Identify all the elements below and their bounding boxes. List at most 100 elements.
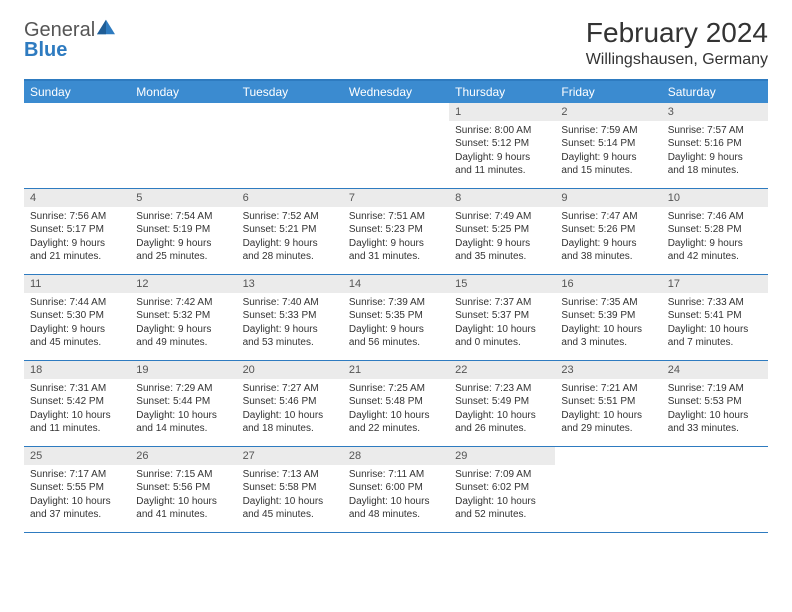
calendar-week: 4Sunrise: 7:56 AMSunset: 5:17 PMDaylight… bbox=[24, 189, 768, 275]
calendar-cell: 22 Sunrise: 7:23 AMSunset: 5:49 PMDayligh… bbox=[449, 361, 555, 447]
sunset-text: Sunset: 5:49 PM bbox=[455, 395, 549, 409]
daylight-text: Daylight: 9 hours and 49 minutes. bbox=[136, 323, 230, 350]
sunset-text: Sunset: 6:02 PM bbox=[455, 481, 549, 495]
daylight-text: Daylight: 10 hours and 18 minutes. bbox=[243, 409, 337, 436]
calendar-cell: 11Sunrise: 7:44 AMSunset: 5:30 PMDayligh… bbox=[24, 275, 130, 361]
daylight-text: Daylight: 10 hours and 29 minutes. bbox=[561, 409, 655, 436]
sunrise-text: Sunrise: 7:19 AM bbox=[668, 382, 762, 396]
day-number: 29 bbox=[449, 447, 555, 465]
day-number: 22 bbox=[449, 361, 555, 379]
day-info: Sunrise: 7:39 AMSunset: 5:35 PMDaylight:… bbox=[343, 296, 449, 350]
daylight-text: Daylight: 10 hours and 22 minutes. bbox=[349, 409, 443, 436]
sunrise-text: Sunrise: 7:51 AM bbox=[349, 210, 443, 224]
day-info: Sunrise: 7:59 AMSunset: 5:14 PMDaylight:… bbox=[555, 124, 661, 178]
daylight-text: Daylight: 10 hours and 3 minutes. bbox=[561, 323, 655, 350]
daylight-text: Daylight: 9 hours and 11 minutes. bbox=[455, 151, 549, 178]
day-number: 24 bbox=[662, 361, 768, 379]
day-number: 14 bbox=[343, 275, 449, 293]
calendar-week: 11Sunrise: 7:44 AMSunset: 5:30 PMDayligh… bbox=[24, 275, 768, 361]
day-info: Sunrise: 7:17 AMSunset: 5:55 PMDaylight:… bbox=[24, 468, 130, 522]
calendar-weekday-header: Sunday Monday Tuesday Wednesday Thursday… bbox=[24, 81, 768, 103]
location: Willingshausen, Germany bbox=[586, 51, 768, 69]
daylight-text: Daylight: 9 hours and 21 minutes. bbox=[30, 237, 124, 264]
calendar-cell: 17Sunrise: 7:33 AMSunset: 5:41 PMDayligh… bbox=[662, 275, 768, 361]
sunset-text: Sunset: 5:41 PM bbox=[668, 309, 762, 323]
calendar-cell: 13Sunrise: 7:40 AMSunset: 5:33 PMDayligh… bbox=[237, 275, 343, 361]
calendar-cell: 26Sunrise: 7:15 AMSunset: 5:56 PMDayligh… bbox=[130, 447, 236, 533]
day-number: 20 bbox=[237, 361, 343, 379]
weekday-label: Saturday bbox=[662, 81, 768, 103]
sunset-text: Sunset: 5:53 PM bbox=[668, 395, 762, 409]
day-number: 28 bbox=[343, 447, 449, 465]
calendar-cell: 29Sunrise: 7:09 AMSunset: 6:02 PMDayligh… bbox=[449, 447, 555, 533]
day-number: 9 bbox=[555, 189, 661, 207]
calendar-cell: 28Sunrise: 7:11 AMSunset: 6:00 PMDayligh… bbox=[343, 447, 449, 533]
sunrise-text: Sunrise: 7:37 AM bbox=[455, 296, 549, 310]
day-info: Sunrise: 7:49 AMSunset: 5:25 PMDaylight:… bbox=[449, 210, 555, 264]
sunset-text: Sunset: 5:30 PM bbox=[30, 309, 124, 323]
sunrise-text: Sunrise: 7:52 AM bbox=[243, 210, 337, 224]
calendar-cell: 6 Sunrise: 7:52 AMSunset: 5:21 PMDaylight… bbox=[237, 189, 343, 275]
calendar-cell: 21Sunrise: 7:25 AMSunset: 5:48 PMDayligh… bbox=[343, 361, 449, 447]
daylight-text: Daylight: 10 hours and 0 minutes. bbox=[455, 323, 549, 350]
calendar-cell: 24Sunrise: 7:19 AMSunset: 5:53 PMDayligh… bbox=[662, 361, 768, 447]
day-info: Sunrise: 7:23 AMSunset: 5:49 PMDaylight:… bbox=[449, 382, 555, 436]
sunrise-text: Sunrise: 7:57 AM bbox=[668, 124, 762, 138]
calendar-week: 18Sunrise: 7:31 AMSunset: 5:42 PMDayligh… bbox=[24, 361, 768, 447]
calendar-cell: 14 Sunrise: 7:39 AMSunset: 5:35 PMDayligh… bbox=[343, 275, 449, 361]
day-number: 23 bbox=[555, 361, 661, 379]
day-number: 25 bbox=[24, 447, 130, 465]
day-number: 19 bbox=[130, 361, 236, 379]
sunset-text: Sunset: 5:19 PM bbox=[136, 223, 230, 237]
calendar-cell: 9Sunrise: 7:47 AMSunset: 5:26 PMDaylight… bbox=[555, 189, 661, 275]
daylight-text: Daylight: 9 hours and 28 minutes. bbox=[243, 237, 337, 264]
calendar-cell: 19 Sunrise: 7:29 AMSunset: 5:44 PMDayligh… bbox=[130, 361, 236, 447]
day-number: 7 bbox=[343, 189, 449, 207]
day-info: Sunrise: 7:21 AMSunset: 5:51 PMDaylight:… bbox=[555, 382, 661, 436]
daylight-text: Daylight: 10 hours and 11 minutes. bbox=[30, 409, 124, 436]
sunset-text: Sunset: 5:35 PM bbox=[349, 309, 443, 323]
calendar-cell: 25 Sunrise: 7:17 AMSunset: 5:55 PMDayligh… bbox=[24, 447, 130, 533]
day-info: Sunrise: 7:52 AMSunset: 5:21 PMDaylight:… bbox=[237, 210, 343, 264]
calendar-week: 25 Sunrise: 7:17 AMSunset: 5:55 PMDayligh… bbox=[24, 447, 768, 533]
calendar-cell: 27Sunrise: 7:13 AMSunset: 5:58 PMDayligh… bbox=[237, 447, 343, 533]
day-info: Sunrise: 7:33 AMSunset: 5:41 PMDaylight:… bbox=[662, 296, 768, 350]
calendar-cell: 15Sunrise: 7:37 AMSunset: 5:37 PMDayligh… bbox=[449, 275, 555, 361]
day-number: 2 bbox=[555, 103, 661, 121]
sunrise-text: Sunrise: 7:09 AM bbox=[455, 468, 549, 482]
day-number: 12 bbox=[130, 275, 236, 293]
sunset-text: Sunset: 5:23 PM bbox=[349, 223, 443, 237]
sunrise-text: Sunrise: 7:31 AM bbox=[30, 382, 124, 396]
calendar-cell: 5Sunrise: 7:54 AMSunset: 5:19 PMDaylight… bbox=[130, 189, 236, 275]
sunrise-text: Sunrise: 7:56 AM bbox=[30, 210, 124, 224]
daylight-text: Daylight: 9 hours and 53 minutes. bbox=[243, 323, 337, 350]
day-number: 6 bbox=[237, 189, 343, 207]
sunrise-text: Sunrise: 7:15 AM bbox=[136, 468, 230, 482]
sunset-text: Sunset: 5:16 PM bbox=[668, 137, 762, 151]
day-info: Sunrise: 7:29 AMSunset: 5:44 PMDaylight:… bbox=[130, 382, 236, 436]
day-info: Sunrise: 7:25 AMSunset: 5:48 PMDaylight:… bbox=[343, 382, 449, 436]
calendar-cell: 18Sunrise: 7:31 AMSunset: 5:42 PMDayligh… bbox=[24, 361, 130, 447]
day-info: Sunrise: 7:15 AMSunset: 5:56 PMDaylight:… bbox=[130, 468, 236, 522]
month-title: February 2024 bbox=[586, 18, 768, 49]
day-info: Sunrise: 8:00 AMSunset: 5:12 PMDaylight:… bbox=[449, 124, 555, 178]
calendar-cell: 2 Sunrise: 7:59 AMSunset: 5:14 PMDaylight… bbox=[555, 103, 661, 189]
weekday-label: Monday bbox=[130, 81, 236, 103]
day-number: 18 bbox=[24, 361, 130, 379]
sunrise-text: Sunrise: 7:13 AM bbox=[243, 468, 337, 482]
calendar-cell: 4Sunrise: 7:56 AMSunset: 5:17 PMDaylight… bbox=[24, 189, 130, 275]
sunrise-text: Sunrise: 7:25 AM bbox=[349, 382, 443, 396]
daylight-text: Daylight: 9 hours and 31 minutes. bbox=[349, 237, 443, 264]
day-number: 27 bbox=[237, 447, 343, 465]
logo-text-gray: General bbox=[24, 19, 95, 41]
daylight-text: Daylight: 10 hours and 37 minutes. bbox=[30, 495, 124, 522]
daylight-text: Daylight: 9 hours and 42 minutes. bbox=[668, 237, 762, 264]
daylight-text: Daylight: 10 hours and 14 minutes. bbox=[136, 409, 230, 436]
sunrise-text: Sunrise: 7:23 AM bbox=[455, 382, 549, 396]
day-info: Sunrise: 7:57 AMSunset: 5:16 PMDaylight:… bbox=[662, 124, 768, 178]
calendar-cell-empty bbox=[343, 103, 449, 189]
sunrise-text: Sunrise: 7:42 AM bbox=[136, 296, 230, 310]
sunrise-text: Sunrise: 7:44 AM bbox=[30, 296, 124, 310]
day-info: Sunrise: 7:27 AMSunset: 5:46 PMDaylight:… bbox=[237, 382, 343, 436]
calendar-cell: 1Sunrise: 8:00 AMSunset: 5:12 PMDaylight… bbox=[449, 103, 555, 189]
